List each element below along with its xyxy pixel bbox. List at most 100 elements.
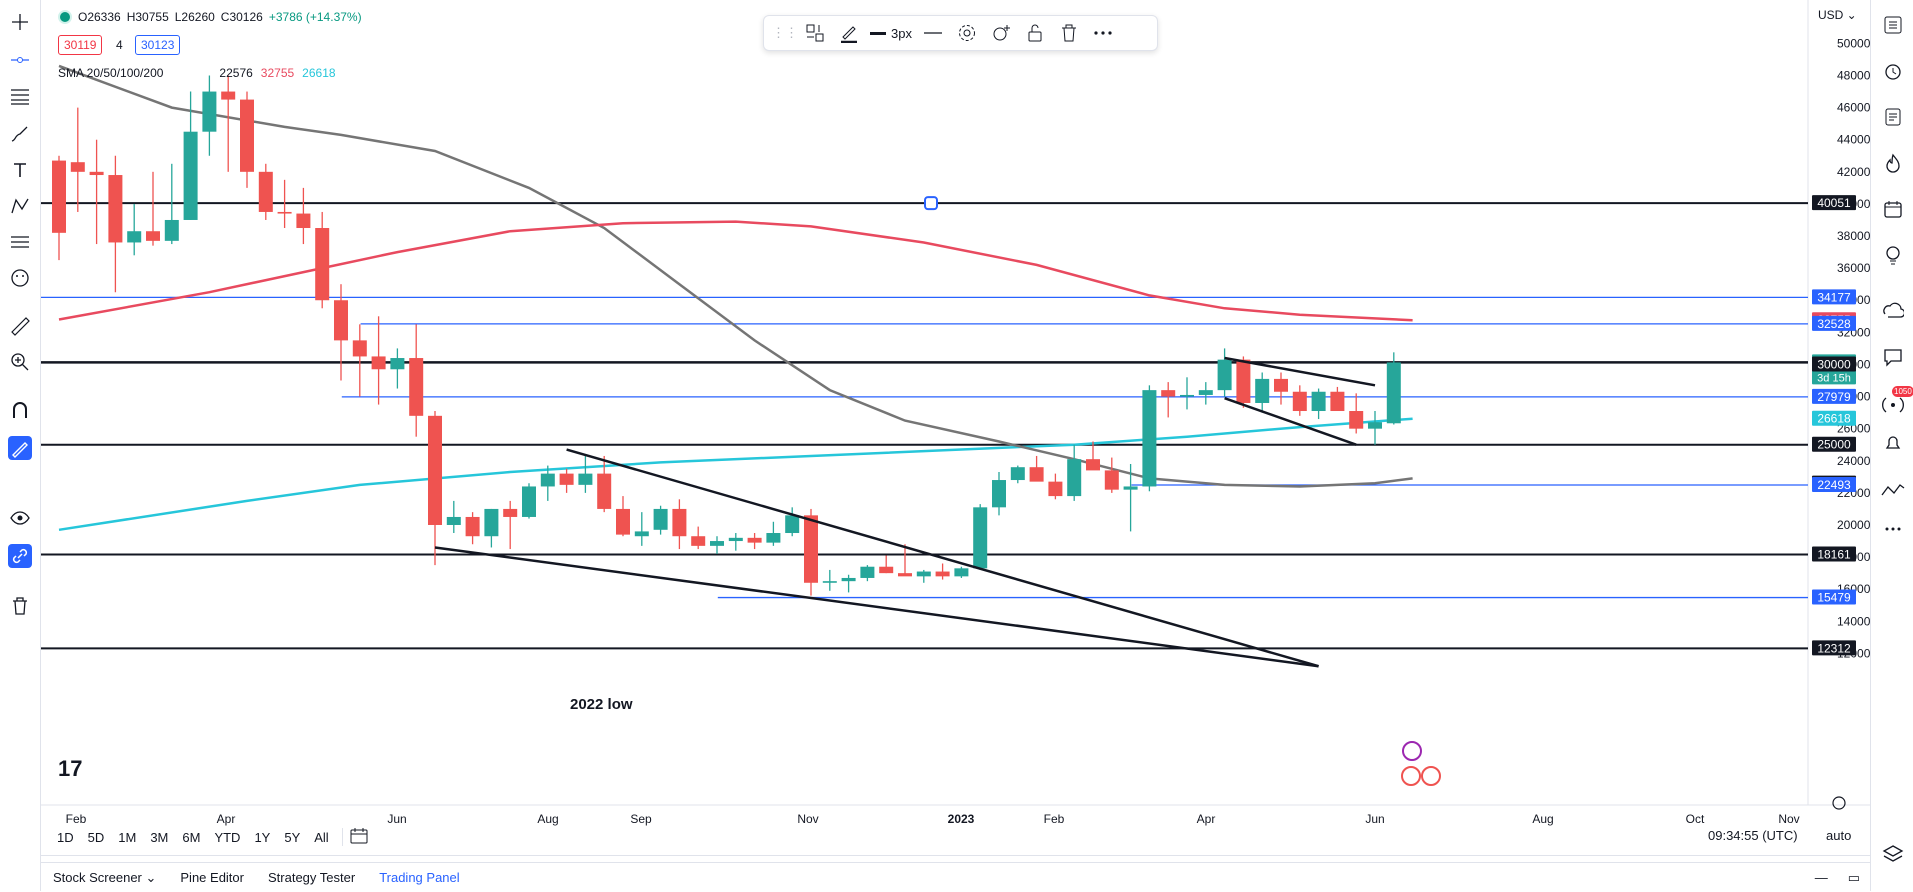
fib-icon[interactable]	[8, 84, 32, 108]
tf-all[interactable]: All	[314, 829, 329, 845]
sma-50-line	[58, 64, 1413, 488]
line-width-button[interactable]: 3px	[866, 18, 916, 48]
tf-1y[interactable]: 1Y	[254, 829, 271, 845]
wave-icon[interactable]	[1880, 478, 1906, 504]
tab-trading-panel[interactable]: Trading Panel	[379, 870, 460, 885]
price-label-text: 15479	[1817, 591, 1851, 605]
emoji-icon[interactable]	[8, 266, 32, 290]
tab-pine-editor[interactable]: Pine Editor	[180, 870, 244, 885]
tf-6m[interactable]: 6M	[182, 829, 201, 845]
line-width-label: 3px	[891, 25, 912, 41]
forecast-icon[interactable]	[8, 230, 32, 254]
maximize-panel-icon[interactable]: ▭	[1847, 869, 1860, 885]
delete-icon[interactable]	[1052, 18, 1086, 48]
alert-bell-icon[interactable]	[1880, 430, 1906, 456]
sma-label: SMA 20/50/100/200	[58, 66, 164, 80]
text-icon[interactable]	[8, 158, 32, 182]
candle-body	[1086, 459, 1100, 471]
alarm-clock-icon[interactable]	[1880, 58, 1906, 84]
price-label-32528: 32528	[1812, 315, 1856, 331]
sma-legend[interactable]: SMA 20/50/100/200 22576 32755 26618	[58, 66, 336, 80]
y-tick-label: 14000	[1837, 614, 1871, 628]
minimize-panel-icon[interactable]: —	[1814, 870, 1828, 885]
price-label-27979: 27979	[1812, 388, 1856, 404]
visibility-dot-icon[interactable]	[58, 10, 72, 24]
hotlist-fire-icon[interactable]	[1880, 150, 1906, 176]
tf-5y[interactable]: 5Y	[284, 829, 301, 845]
news-icon[interactable]	[1880, 104, 1906, 130]
right-sidebar: 1050	[1870, 0, 1913, 891]
more-options-icon[interactable]	[1086, 18, 1120, 48]
tf-1d[interactable]: 1D	[57, 829, 74, 845]
utc-clock[interactable]: 09:34:55 (UTC)	[1708, 828, 1798, 843]
eye-icon[interactable]	[8, 506, 32, 530]
trash-icon[interactable]	[8, 594, 32, 618]
crosshair-icon[interactable]	[8, 10, 32, 34]
candle-body	[146, 231, 160, 241]
trend-line-icon[interactable]	[8, 48, 32, 72]
bar-countdown: 3d 15h	[1817, 372, 1851, 384]
drag-handle-icon[interactable]: ⋮⋮	[772, 25, 798, 40]
notifications-icon[interactable]	[1880, 392, 1906, 418]
ruler-icon[interactable]	[8, 314, 32, 338]
line-color-pencil-icon[interactable]	[832, 18, 866, 48]
tf-ytd[interactable]: YTD	[214, 829, 241, 845]
line-anchor-handle	[924, 196, 938, 211]
x-tick-label: Oct	[1686, 812, 1705, 826]
lock-drawing-icon[interactable]	[8, 436, 32, 460]
drawing-toolbar	[0, 0, 41, 891]
x-tick-label: Apr	[217, 812, 236, 826]
legend-change: +3786 (+14.37%)	[268, 10, 362, 24]
tf-3m[interactable]: 3M	[150, 829, 169, 845]
tf-5d[interactable]: 5D	[87, 829, 105, 845]
zoom-icon[interactable]	[8, 350, 32, 374]
candle-body	[1274, 378, 1288, 392]
price-label-text: 34177	[1817, 290, 1851, 304]
tab-stock-screener[interactable]: Stock Screener ⌄	[53, 869, 157, 885]
alert-add-icon[interactable]	[984, 18, 1018, 48]
candle-body	[804, 515, 818, 583]
candle-body	[710, 541, 724, 546]
price-label-text: 32528	[1817, 317, 1851, 331]
bottom-divider	[41, 855, 1870, 856]
sell-price-button[interactable]: 30119	[58, 35, 103, 55]
unlock-icon[interactable]	[1018, 18, 1052, 48]
streams-icon[interactable]	[1880, 298, 1906, 324]
drawing-floating-toolbar: ⋮⋮ 3px	[763, 15, 1158, 51]
currency-selector[interactable]: USD ⌄	[1818, 8, 1857, 22]
date-range-calendar-icon[interactable]	[349, 827, 369, 848]
settings-gear-icon[interactable]	[950, 18, 984, 48]
price-label-text: 25000	[1817, 438, 1851, 452]
candle-body	[1048, 481, 1063, 497]
legend-open: O26336	[78, 10, 121, 24]
candle-body	[108, 175, 123, 243]
link-icon[interactable]	[8, 544, 32, 568]
pattern-icon[interactable]	[8, 194, 32, 218]
tradingview-logo: 17	[58, 756, 82, 781]
chat-icon[interactable]	[1880, 344, 1906, 370]
candle-body	[1142, 390, 1157, 487]
templates-icon[interactable]	[798, 18, 832, 48]
price-label-40051: 40051	[1812, 195, 1856, 211]
x-tick-label: Aug	[1532, 812, 1553, 826]
buy-price-button[interactable]: 30123	[135, 35, 181, 55]
price-label-bg	[1812, 315, 1856, 331]
calendar-icon[interactable]	[1880, 196, 1906, 222]
tab-strategy-tester[interactable]: Strategy Tester	[267, 870, 356, 885]
candle-body	[503, 508, 518, 517]
auto-scale-toggle[interactable]: auto	[1826, 828, 1852, 843]
candle-body	[616, 508, 630, 535]
sma-200-line	[58, 220, 1413, 322]
y-tick-label: 48000	[1837, 69, 1871, 83]
brush-icon[interactable]	[8, 122, 32, 146]
ideas-lightbulb-icon[interactable]	[1880, 242, 1906, 268]
watchlist-icon[interactable]	[1880, 12, 1906, 38]
tf-1m[interactable]: 1M	[118, 829, 137, 845]
candle-body	[221, 91, 236, 100]
candle-body	[371, 356, 386, 370]
magnet-icon[interactable]	[8, 398, 32, 422]
layers-icon[interactable]	[1880, 842, 1906, 868]
line-style-icon[interactable]	[916, 18, 950, 48]
dots-grid-icon[interactable]	[1880, 516, 1906, 542]
